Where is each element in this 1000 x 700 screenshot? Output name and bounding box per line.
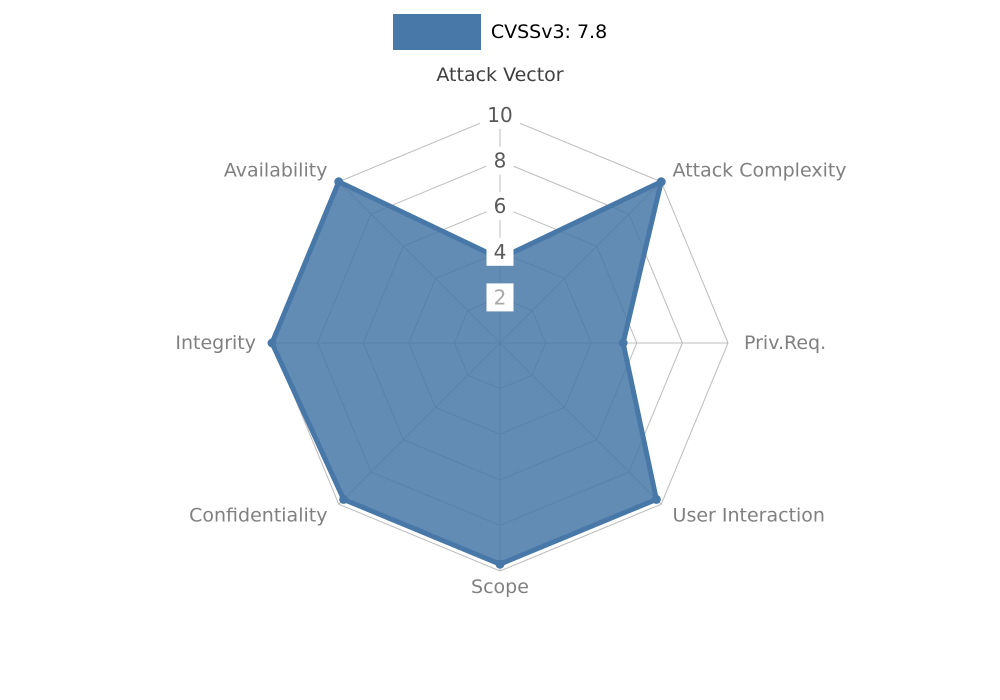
chart-legend: CVSSv3: 7.8 [0, 14, 1000, 50]
data-polygon [269, 179, 664, 567]
data-point [339, 494, 349, 504]
legend-label: CVSSv3: 7.8 [490, 21, 608, 43]
axis-label-integrity: Integrity [175, 332, 256, 354]
axis-label-scope: Scope [471, 576, 529, 598]
data-point [656, 177, 666, 187]
data-point [651, 494, 661, 504]
tick-label: 4 [494, 240, 507, 264]
tick-label-box [486, 146, 514, 175]
tick-label: 6 [494, 194, 507, 218]
axis-label-availability: Availability [224, 159, 328, 181]
axis-label-confidentiality: Confidentiality [189, 505, 327, 527]
tick-label: 8 [494, 149, 507, 173]
axis-label-attack-complexity: Attack Complexity [673, 159, 847, 181]
data-point [495, 559, 505, 569]
tick-label-box [480, 101, 520, 129]
legend-swatch [392, 14, 481, 50]
data-point [267, 338, 277, 348]
data-point [618, 338, 628, 348]
axis-label-attack-vector: Attack Vector [436, 64, 563, 86]
tick-label-box [486, 237, 514, 266]
tick-label: 10 [487, 103, 512, 127]
tick-label: 2 [494, 285, 507, 309]
tick-label-box [486, 283, 514, 312]
data-point [334, 177, 344, 187]
axis-label-priv-req: Priv.Req. [744, 332, 826, 354]
axis-label-user-interaction: User Interaction [673, 505, 825, 527]
tick-label-box [486, 192, 514, 221]
